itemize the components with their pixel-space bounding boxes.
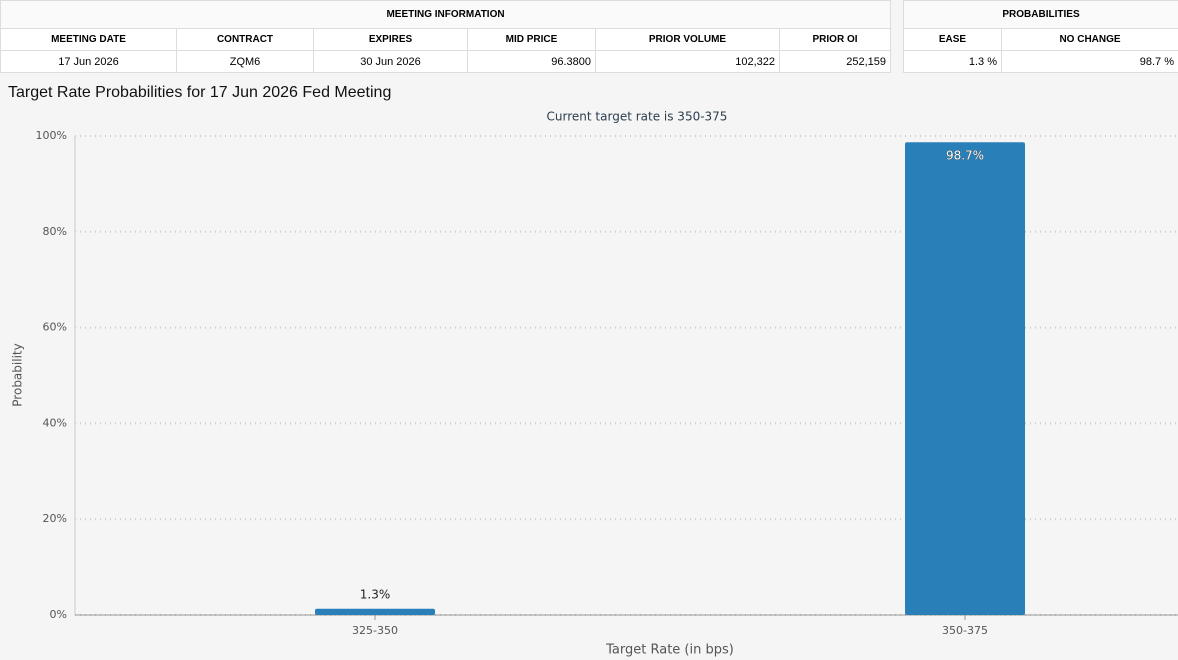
- bar: [905, 142, 1025, 615]
- cell: 252,159: [778, 50, 892, 73]
- cell: ZQM6: [176, 50, 314, 73]
- chart: Target Rate Probabilities for 17 Jun 202…: [8, 84, 1178, 658]
- table-title: MEETING INFORMATION: [0, 0, 892, 29]
- y-tick-label: 20%: [43, 512, 67, 525]
- column-header: PRIOR OI: [778, 28, 892, 51]
- column-header: EXPIRES: [313, 28, 468, 51]
- meeting-info-table: MEETING INFORMATION MEETING DATE CONTRACT…: [0, 0, 892, 73]
- y-tick-label: 40%: [43, 416, 67, 429]
- x-tick-label: 325-350: [352, 624, 398, 637]
- column-header: MEETING DATE: [0, 28, 177, 51]
- y-tick-label: 80%: [43, 225, 67, 238]
- bar: [315, 608, 435, 615]
- chart-title: Target Rate Probabilities for 17 Jun 202…: [8, 84, 391, 101]
- y-tick-label: 0%: [50, 608, 67, 621]
- cell: 96.3800: [467, 50, 596, 73]
- probabilities-table: PROBABILITIES EASE NO CHANGE 1.3 % 98.7 %: [902, 0, 1178, 73]
- column-header: MID PRICE: [467, 28, 596, 51]
- cell: 102,322: [595, 50, 780, 73]
- column-header: CONTRACT: [176, 28, 314, 51]
- cell: 1.3 %: [903, 50, 1002, 73]
- y-tick-label: 60%: [43, 321, 67, 334]
- column-header: PRIOR VOLUME: [595, 28, 780, 51]
- column-header: EASE: [903, 28, 1002, 51]
- chart-subtitle: Current target rate is 350-375: [547, 110, 728, 124]
- y-axis-title: Probability: [11, 343, 25, 406]
- column-header: NO CHANGE: [1000, 28, 1178, 51]
- data-label: 98.7%: [946, 149, 984, 163]
- data-label: 1.3%: [360, 587, 391, 601]
- y-tick-label: 100%: [36, 129, 67, 142]
- cell: 17 Jun 2026: [0, 50, 177, 73]
- x-tick-label: 350-375: [942, 624, 988, 637]
- x-axis-title: Target Rate (in bps): [605, 643, 734, 658]
- table-title: PROBABILITIES: [902, 0, 1178, 29]
- cell: 30 Jun 2026: [313, 50, 468, 73]
- cell: 98.7 %: [1000, 50, 1178, 73]
